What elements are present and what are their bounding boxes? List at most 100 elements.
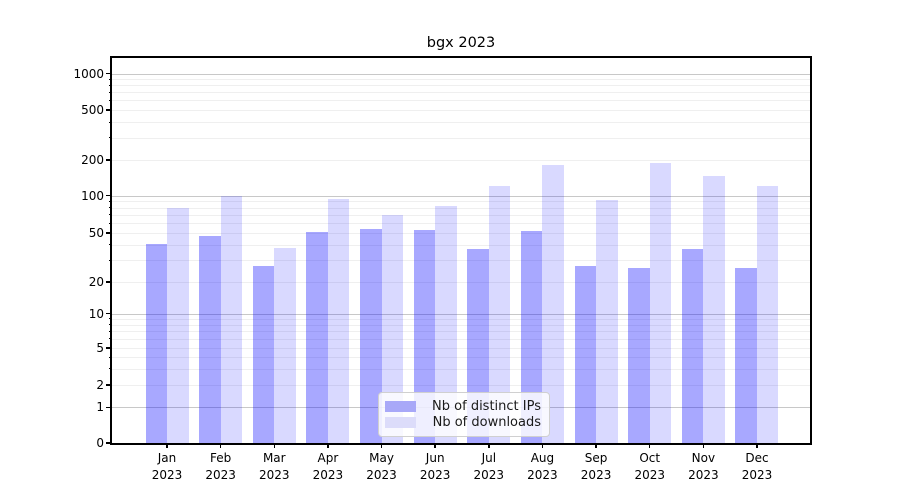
- minor-gridline: [112, 324, 810, 326]
- x-tick-month: May: [369, 451, 394, 465]
- y-minor-tick-mark: [108, 318, 112, 320]
- bar-distinct-ips-oct: [628, 267, 650, 443]
- x-tick-label: Apr 2023: [296, 450, 360, 483]
- major-gridline: [112, 313, 810, 315]
- x-tick-mark: [327, 443, 329, 448]
- y-minor-tick-mark: [108, 281, 112, 283]
- legend-swatch-downloads: [385, 417, 416, 429]
- x-tick-label: Oct 2023: [618, 450, 682, 483]
- y-tick-label: 200: [81, 153, 104, 167]
- x-tick-label: Jan 2023: [135, 450, 199, 483]
- y-tick-label: 0: [96, 436, 104, 450]
- plot-area: [110, 56, 812, 445]
- y-tick-mark: [105, 442, 112, 444]
- y-minor-tick-mark: [108, 330, 112, 332]
- minor-gridline: [112, 85, 810, 87]
- minor-gridline: [112, 92, 810, 94]
- y-minor-tick-mark: [108, 159, 112, 161]
- x-tick-year: 2023: [258, 467, 290, 482]
- y-tick-label: 20: [88, 275, 104, 289]
- x-tick-year: 2023: [527, 467, 558, 482]
- bar-downloads-jul: [488, 186, 511, 443]
- y-tick-label: 500: [81, 103, 104, 117]
- bar-distinct-ips-aug: [520, 230, 543, 443]
- minor-gridline: [112, 233, 810, 234]
- x-tick-year: 2023: [151, 467, 183, 482]
- x-tick-month: Oct: [639, 451, 661, 465]
- minor-gridline: [112, 318, 810, 320]
- bar-downloads-dec: [756, 186, 779, 443]
- x-tick-label: Nov 2023: [671, 450, 735, 483]
- minor-gridline: [112, 348, 810, 349]
- bar-distinct-ips-jun: [413, 229, 436, 443]
- y-minor-tick-mark: [108, 91, 112, 93]
- minor-gridline: [112, 244, 810, 246]
- legend-row-distinct-ips: Nb of distinct IPs: [385, 398, 541, 415]
- minor-gridline: [112, 214, 810, 216]
- x-tick-month: Jun: [425, 451, 445, 465]
- bar-distinct-ips-dec: [735, 267, 757, 443]
- x-tick-year: 2023: [312, 467, 344, 482]
- y-tick-label: 2: [96, 378, 104, 392]
- x-tick-label: Feb 2023: [189, 450, 253, 483]
- y-minor-tick-mark: [108, 222, 112, 224]
- x-tick-month: Apr: [317, 451, 339, 465]
- legend-swatch-distinct-ips: [385, 400, 416, 412]
- legend-label-downloads: Nb of downloads: [432, 415, 541, 431]
- y-minor-tick-mark: [108, 368, 112, 370]
- x-tick-label: May 2023: [350, 450, 414, 483]
- bar-distinct-ips-apr: [306, 231, 328, 443]
- x-tick-year: 2023: [473, 467, 505, 482]
- y-minor-tick-mark: [108, 207, 112, 209]
- minor-gridline: [112, 207, 810, 209]
- minor-gridline: [112, 357, 810, 358]
- y-tick-label: 10: [88, 306, 104, 321]
- x-tick-year: 2023: [366, 467, 397, 482]
- x-tick-month: Sep: [584, 451, 608, 465]
- y-minor-tick-mark: [108, 324, 112, 326]
- x-tick-mark: [595, 443, 597, 448]
- minor-gridline: [112, 223, 810, 225]
- x-tick-mark: [541, 443, 544, 448]
- minor-gridline: [112, 385, 810, 386]
- minor-gridline: [112, 110, 810, 111]
- major-gridline: [112, 195, 810, 197]
- minor-gridline: [112, 122, 810, 124]
- x-tick-month: Feb: [210, 451, 232, 465]
- x-tick-month: Nov: [691, 451, 716, 465]
- y-tick-mark: [105, 195, 112, 197]
- x-tick-mark: [273, 443, 275, 448]
- bar-downloads-sep: [596, 200, 618, 443]
- minor-gridline: [112, 368, 810, 370]
- x-tick-month: Aug: [530, 451, 555, 465]
- minor-gridline: [112, 260, 810, 262]
- y-minor-tick-mark: [108, 109, 112, 111]
- minor-gridline: [112, 100, 810, 102]
- major-gridline: [112, 73, 810, 75]
- bar-distinct-ips-sep: [574, 265, 597, 443]
- x-tick-month: Jan: [157, 451, 177, 465]
- y-tick-label: 1000: [73, 66, 104, 81]
- x-tick-mark: [166, 443, 168, 448]
- x-tick-month: Jul: [481, 451, 497, 465]
- minor-gridline: [112, 282, 810, 283]
- minor-gridline: [112, 338, 810, 340]
- legend: Nb of distinct IPs Nb of downloads: [378, 392, 550, 437]
- y-minor-tick-mark: [108, 99, 112, 101]
- x-tick-year: 2023: [205, 467, 236, 482]
- y-minor-tick-mark: [108, 259, 112, 261]
- legend-label-distinct-ips: Nb of distinct IPs: [432, 398, 541, 414]
- x-tick-year: 2023: [634, 467, 665, 482]
- x-tick-label: Mar 2023: [242, 450, 306, 483]
- bar-downloads-jun: [435, 205, 457, 443]
- y-tick-mark: [105, 312, 112, 315]
- x-tick-year: 2023: [688, 467, 719, 482]
- legend-row-downloads: Nb of downloads: [385, 415, 541, 432]
- y-tick-mark: [105, 72, 112, 75]
- x-tick-label: Sep 2023: [564, 450, 628, 483]
- x-tick-mark: [756, 443, 758, 448]
- y-minor-tick-mark: [108, 78, 112, 80]
- x-tick-mark: [488, 443, 490, 448]
- y-minor-tick-mark: [108, 338, 112, 340]
- x-tick-year: 2023: [580, 467, 612, 482]
